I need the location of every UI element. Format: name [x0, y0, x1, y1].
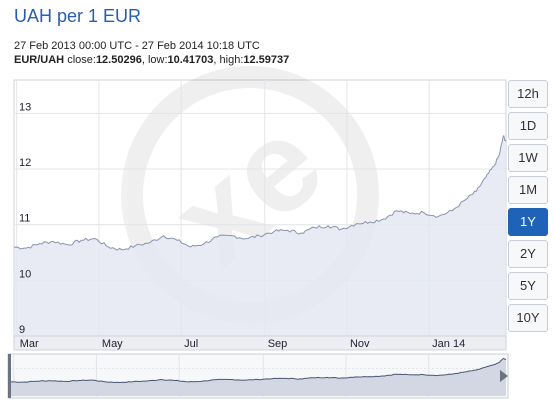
overview-navigator[interactable]	[7, 353, 509, 399]
series-area	[13, 134, 507, 336]
close-label: close:	[67, 54, 96, 66]
low-label: low:	[147, 54, 168, 66]
close-value: 12.50296	[95, 54, 142, 66]
date-range-label: 27 Feb 2013 00:00 UTC - 27 Feb 2014 10:1…	[14, 40, 260, 52]
period-selector: 12h 1D 1W 1M 1Y 2Y 5Y 10Y	[508, 80, 548, 336]
period-button-12h[interactable]: 12h	[508, 80, 548, 108]
x-axis-band	[13, 335, 507, 351]
chart-title: UAH per 1 EUR	[14, 6, 142, 26]
y-tick-label: 10	[19, 268, 31, 280]
x-tick-label: Mar	[20, 338, 39, 350]
y-axis-ticks: 9 10 11 12 13	[19, 101, 31, 336]
x-tick-label: Jan 14	[432, 338, 465, 350]
navigator-area	[11, 357, 507, 396]
y-tick-label: 13	[19, 101, 31, 113]
high-value: 12.59737	[243, 54, 290, 66]
series-area-fill	[14, 135, 506, 336]
series-line	[13, 134, 507, 251]
period-button-2y[interactable]: 2Y	[508, 240, 548, 268]
x-axis-ticks: Mar May Jul Sep Nov Jan 14	[20, 338, 466, 350]
period-button-1d[interactable]: 1D	[508, 112, 548, 140]
navigator-line	[11, 357, 507, 384]
x-tick-label: Jul	[184, 338, 198, 350]
y-tick-label: 9	[19, 324, 25, 336]
period-button-5y[interactable]: 5Y	[508, 272, 548, 300]
period-button-10y[interactable]: 10Y	[508, 304, 548, 332]
pair-label: EUR/UAH	[14, 54, 65, 66]
period-button-1m[interactable]: 1M	[508, 176, 548, 204]
low-value: 10.41703	[167, 54, 214, 66]
period-button-1w[interactable]: 1W	[508, 144, 548, 172]
navigator-right-handle[interactable]	[500, 370, 508, 382]
x-tick-label: Nov	[350, 338, 370, 350]
high-label: high:	[219, 54, 244, 66]
navigator-left-handle[interactable]	[8, 354, 11, 398]
y-tick-label: 11	[19, 213, 30, 225]
x-tick-label: Sep	[268, 338, 288, 350]
price-stats: EUR/UAH close:12.50296, low:10.41703, hi…	[14, 54, 290, 66]
period-button-1y[interactable]: 1Y	[508, 208, 548, 236]
navigator-area-fill	[11, 358, 506, 396]
x-tick-label: May	[102, 338, 123, 350]
y-tick-label: 12	[19, 157, 31, 169]
